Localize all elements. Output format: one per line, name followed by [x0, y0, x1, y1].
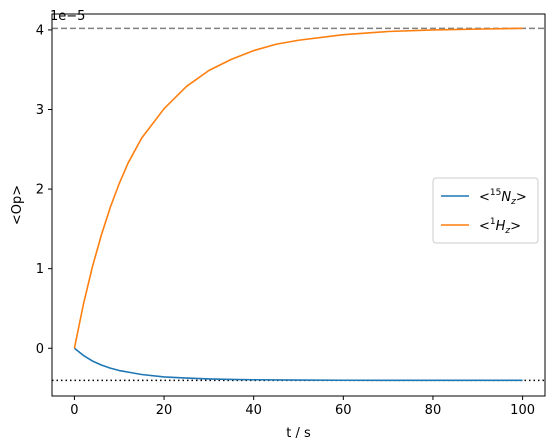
legend-entry-label: <1Hz>	[479, 217, 521, 236]
x-tick-label: 20	[156, 403, 173, 418]
legend: <15Nz> <1Hz>	[432, 177, 539, 244]
x-tick-label: 100	[510, 403, 535, 418]
x-tick-label: 60	[335, 403, 352, 418]
series-line-h1	[73, 27, 523, 349]
x-tick-label: 80	[425, 403, 442, 418]
y-tick-label: 4	[36, 23, 44, 38]
plot-area	[52, 27, 545, 382]
x-tick-label: 40	[245, 403, 262, 418]
legend-box	[432, 177, 539, 244]
x-tick-label: 0	[70, 403, 78, 418]
x-axis-ticks: 0 20 40 60 80 100	[70, 396, 535, 418]
series-line-n15	[73, 347, 523, 382]
y-axis-offset-label: 1e−5	[50, 9, 85, 24]
y-axis-label: <Op>	[10, 185, 25, 225]
y-tick-label: 0	[36, 342, 44, 357]
y-tick-label: 2	[36, 183, 44, 198]
x-axis-label: t / s	[286, 426, 311, 441]
legend-entry-label: <15Nz>	[479, 188, 527, 207]
y-tick-label: 3	[36, 103, 44, 118]
y-tick-label: 1	[36, 262, 44, 277]
axes-frame	[51, 13, 546, 397]
y-axis-ticks: 0 1 2 3 4	[36, 23, 52, 357]
